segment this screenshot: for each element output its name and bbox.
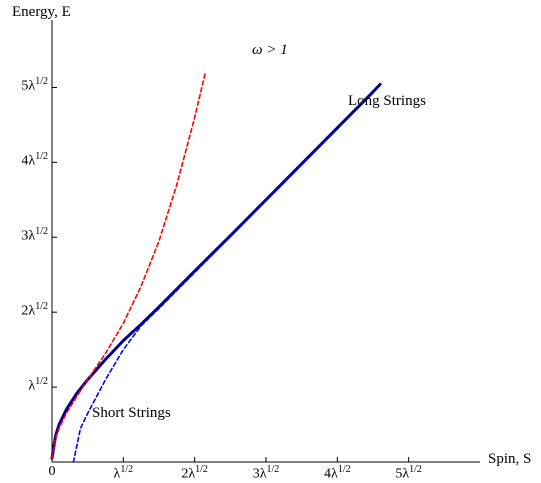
x-tick-label: 2λ1/2: [181, 464, 208, 482]
curves: [50, 71, 382, 463]
x-tick-label: 4λ1/2: [324, 464, 351, 482]
y-tick-label: 4λ1/2: [21, 151, 48, 169]
dashed-series-1: [51, 71, 207, 460]
x-tick-label: 5λ1/2: [395, 464, 422, 482]
x-tick-label: 3λ1/2: [252, 464, 280, 482]
annotation-long-strings: Long Strings: [348, 93, 426, 109]
annotation-short-strings: Short Strings: [92, 405, 171, 421]
x-tick-label: 0: [48, 464, 56, 479]
x-axis-label: Spin, S: [488, 451, 532, 467]
y-tick-label: 5λ1/2: [21, 76, 48, 95]
solid-series-0: [50, 82, 382, 460]
y-tick-label: 3λ1/2: [21, 226, 48, 244]
y-axis-label: Energy, E: [12, 4, 71, 20]
axes: [51, 20, 480, 463]
dashed-series-2: [72, 127, 339, 463]
y-tick-label: λ1/2: [28, 376, 48, 394]
x-tick-label: λ1/2: [113, 464, 134, 482]
y-tick-label: 2λ1/2: [21, 301, 48, 319]
annotation-omega: ω > 1: [252, 42, 288, 58]
